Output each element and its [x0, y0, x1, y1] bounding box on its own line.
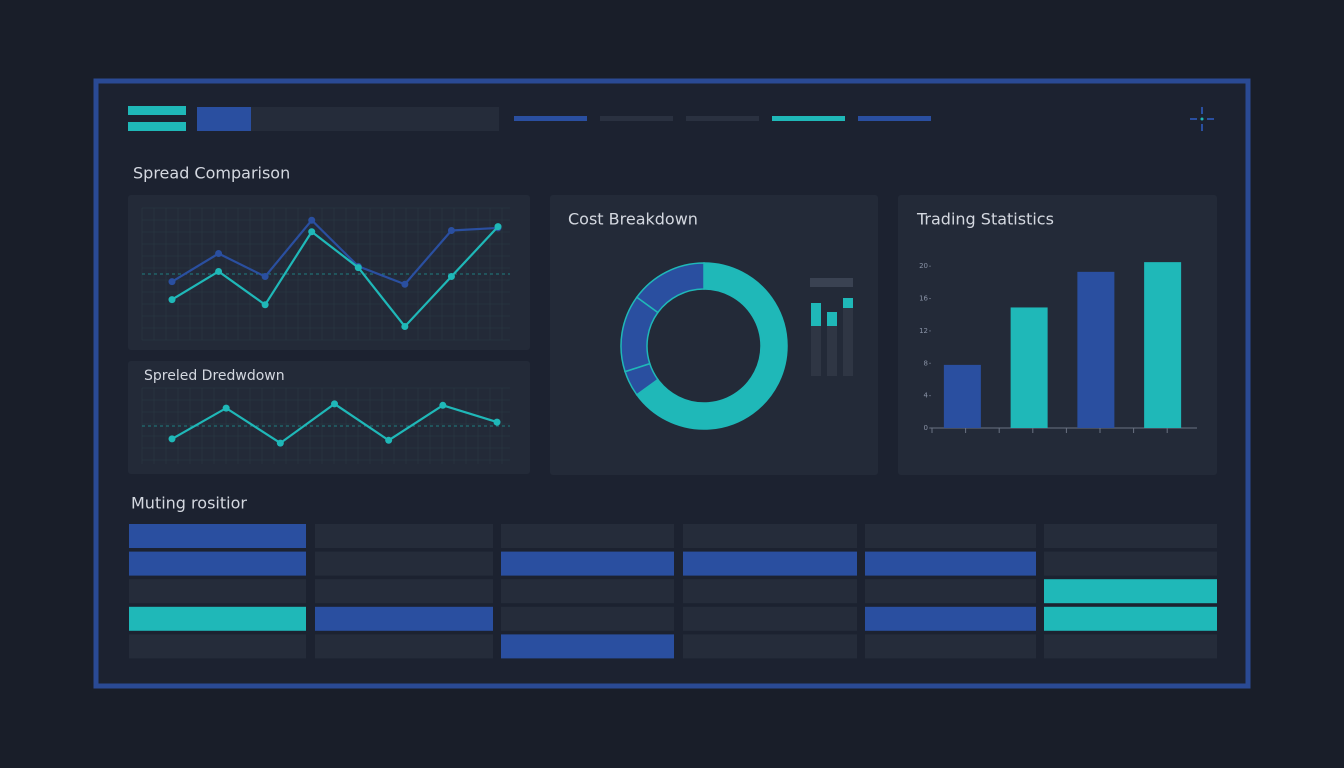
- data-point: [308, 228, 316, 236]
- table-cell: [865, 579, 1036, 604]
- table-cell: [501, 551, 674, 576]
- chart-title: Cost Breakdown: [568, 210, 698, 229]
- y-tick-label: 12: [919, 327, 928, 335]
- data-point: [401, 280, 409, 288]
- chart-title: Trading Statistics: [916, 210, 1054, 229]
- position-table: [129, 524, 1217, 659]
- data-point: [331, 400, 338, 408]
- data-point: [447, 226, 455, 234]
- table-cell: [129, 524, 306, 548]
- table-cell: [129, 579, 306, 604]
- y-tick-label: 8: [924, 359, 928, 367]
- data-point: [222, 404, 230, 412]
- nav-tab[interactable]: [858, 116, 931, 121]
- section-title: Spread Comparison: [133, 164, 290, 183]
- table-cell: [865, 634, 1036, 659]
- table-cell: [683, 524, 857, 548]
- data-point: [447, 273, 455, 281]
- nav-tab[interactable]: [772, 116, 845, 121]
- table-cell: [129, 634, 306, 659]
- data-point: [308, 216, 316, 224]
- table-cell: [315, 634, 493, 659]
- nav-tab[interactable]: [514, 116, 587, 121]
- table-cell: [501, 634, 674, 659]
- settings-icon[interactable]: [1190, 107, 1214, 131]
- data-point: [401, 322, 409, 330]
- table-cell: [129, 606, 306, 631]
- y-tick-label: 4: [924, 392, 929, 400]
- logo: [128, 122, 186, 131]
- table-cell: [683, 606, 857, 631]
- table-cell: [865, 551, 1036, 576]
- table-cell: [315, 551, 493, 576]
- bar: [1077, 271, 1115, 428]
- table-cell: [865, 524, 1036, 548]
- table-cell: [315, 524, 493, 548]
- data-point: [385, 436, 393, 444]
- table-cell: [683, 551, 857, 576]
- nav-tab[interactable]: [686, 116, 759, 121]
- y-tick-label: 20: [919, 262, 928, 270]
- table-cell: [683, 579, 857, 604]
- y-tick-label: 16: [919, 295, 928, 303]
- series-line: [171, 218, 499, 286]
- data-point: [168, 435, 176, 443]
- table-cell: [1044, 606, 1217, 631]
- table-cell: [129, 551, 306, 576]
- table-cell: [1044, 634, 1217, 659]
- mini-bars: [810, 278, 853, 376]
- table-cell: [683, 634, 857, 659]
- table-cell: [501, 579, 674, 604]
- data-point: [168, 278, 176, 286]
- table-cell: [315, 579, 493, 604]
- data-point: [354, 264, 362, 272]
- table-cell: [315, 606, 493, 631]
- search-button[interactable]: [197, 107, 251, 131]
- panel: [128, 361, 530, 474]
- chart-title: Spreled Dredwdown: [144, 368, 285, 384]
- data-point: [215, 250, 223, 258]
- bar: [1010, 307, 1048, 428]
- data-point: [276, 439, 284, 447]
- bar: [943, 364, 981, 428]
- donut-slice: [635, 262, 788, 430]
- data-point: [168, 296, 176, 304]
- nav-tab[interactable]: [600, 116, 673, 121]
- table-cell: [865, 606, 1036, 631]
- logo: [128, 106, 186, 115]
- data-point: [439, 401, 447, 409]
- data-point: [261, 301, 269, 309]
- data-point: [215, 267, 223, 275]
- section-title: Muting rositior: [131, 494, 247, 513]
- panel: [128, 195, 530, 350]
- donut-slice: [635, 262, 705, 314]
- table-cell: [1044, 524, 1217, 548]
- panel: [550, 195, 878, 475]
- table-cell: [1044, 551, 1217, 576]
- data-point: [494, 223, 502, 231]
- series-line: [171, 225, 499, 329]
- bar: [1144, 262, 1182, 428]
- data-point: [493, 418, 501, 426]
- y-tick-label: 0: [924, 424, 928, 432]
- table-cell: [1044, 579, 1217, 604]
- table-cell: [501, 524, 674, 548]
- table-cell: [501, 606, 674, 631]
- data-point: [261, 273, 269, 281]
